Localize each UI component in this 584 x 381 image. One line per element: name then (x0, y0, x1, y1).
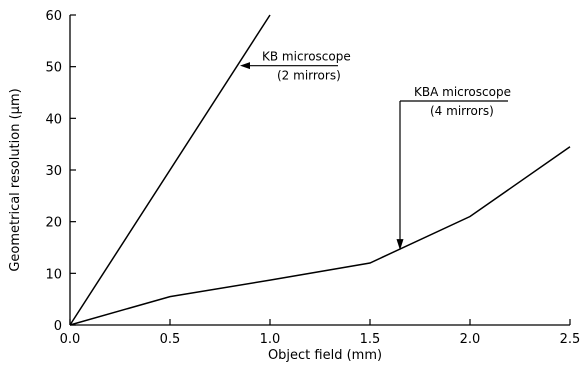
y-tick-label: 30 (45, 164, 62, 179)
annotation-kba-arrowhead (396, 239, 404, 251)
annotation-kb-sublabel: (2 mirrors) (277, 69, 341, 83)
x-tick-label: 2.5 (560, 332, 581, 347)
x-tick-label: 0.5 (160, 332, 181, 347)
x-tick-label: 1.5 (360, 332, 381, 347)
annotations: KB microscope (2 mirrors) KBA microscope (4… (240, 50, 511, 251)
y-tick-label: 50 (45, 61, 62, 76)
y-tick-label: 60 (45, 9, 62, 24)
x-axis-title: Object field (mm) (268, 348, 382, 363)
x-tick-label: 1.0 (260, 332, 281, 347)
series-lines (69, 14, 571, 326)
y-axis-title: Geometrical resolution (µm) (8, 88, 23, 271)
annotation-kba-label: KBA microscope (414, 85, 511, 99)
y-tick-label: 20 (45, 216, 62, 231)
x-tick-label: 0.0 (60, 332, 81, 347)
annotation-kb-label: KB microscope (262, 50, 351, 64)
ticks: 0.0 0.5 1.0 1.5 2.0 2.5 0 10 20 30 40 50 60 (45, 9, 580, 347)
series-line-kba (69, 146, 571, 326)
x-tick-label: 2.0 (460, 332, 481, 347)
annotation-kb-arrowhead (240, 62, 250, 70)
annotation-kba-sublabel: (4 mirrors) (430, 104, 494, 118)
y-tick-label: 10 (45, 267, 62, 282)
y-tick-label: 40 (45, 112, 62, 127)
y-tick-label: 0 (54, 319, 62, 334)
series-line-kb (69, 14, 271, 326)
